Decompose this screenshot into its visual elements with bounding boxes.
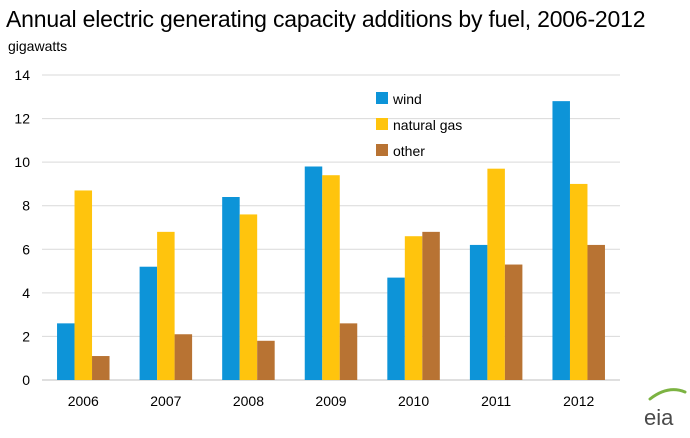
- bar-other-2012: [587, 244, 605, 380]
- bar-natural-gas-2007: [157, 231, 175, 380]
- bar-wind-2007: [139, 266, 158, 380]
- legend-swatch-other: [376, 144, 388, 156]
- bar-wind-2012: [552, 101, 570, 381]
- y-tick-label: 0: [22, 372, 30, 388]
- logo-text: eia: [644, 405, 674, 430]
- y-tick-label: 4: [22, 285, 30, 301]
- bar-natural-gas-2010: [404, 236, 423, 380]
- bar-natural-gas-2009: [322, 175, 340, 380]
- legend-label-other: other: [393, 143, 425, 159]
- y-axis-unit-label: gigawatts: [8, 38, 68, 54]
- x-tick-label: 2011: [481, 393, 511, 409]
- bar-natural-gas-2012: [569, 183, 588, 380]
- y-tick-label: 12: [14, 111, 30, 127]
- bar-other-2008: [257, 340, 275, 380]
- bar-natural-gas-2008: [239, 214, 258, 380]
- bars: [57, 101, 605, 381]
- logo-swoosh: [648, 388, 687, 401]
- x-tick-label: 2012: [563, 393, 594, 409]
- bar-other-2007: [174, 334, 193, 380]
- y-tick-label: 2: [22, 328, 30, 344]
- bar-wind-2006: [57, 323, 75, 380]
- legend-label-wind: wind: [392, 91, 422, 107]
- y-axis-ticks: 0 2 4 6 8 10 12 14: [14, 67, 30, 388]
- bar-natural-gas-2011: [487, 168, 505, 380]
- legend-swatch-wind: [376, 92, 388, 104]
- x-tick-label: 2008: [233, 393, 264, 409]
- bar-wind-2008: [222, 197, 240, 380]
- eia-logo-icon: eia: [644, 388, 687, 430]
- bar-other-2009: [339, 323, 358, 380]
- legend-label-natural-gas: natural gas: [393, 117, 462, 133]
- x-tick-label: 2007: [150, 393, 181, 409]
- x-axis-ticks: 2006 2007 2008 2009 2010 2011 2012: [68, 393, 595, 409]
- bar-other-2011: [504, 264, 523, 380]
- bar-other-2006: [92, 356, 110, 380]
- bar-other-2010: [422, 231, 440, 380]
- bar-natural-gas-2006: [74, 190, 93, 380]
- legend: wind natural gas other: [376, 91, 462, 159]
- x-tick-label: 2009: [315, 393, 346, 409]
- legend-swatch-natural-gas: [376, 118, 388, 130]
- x-tick-label: 2010: [398, 393, 429, 409]
- x-tick-label: 2006: [68, 393, 99, 409]
- bar-wind-2009: [304, 166, 323, 380]
- y-tick-label: 14: [14, 67, 30, 83]
- y-tick-label: 6: [22, 241, 30, 257]
- bar-wind-2010: [387, 277, 405, 380]
- bar-wind-2011: [469, 244, 488, 380]
- y-tick-label: 8: [22, 198, 30, 214]
- chart-title: Annual electric generating capacity addi…: [6, 6, 646, 32]
- y-tick-label: 10: [14, 154, 30, 170]
